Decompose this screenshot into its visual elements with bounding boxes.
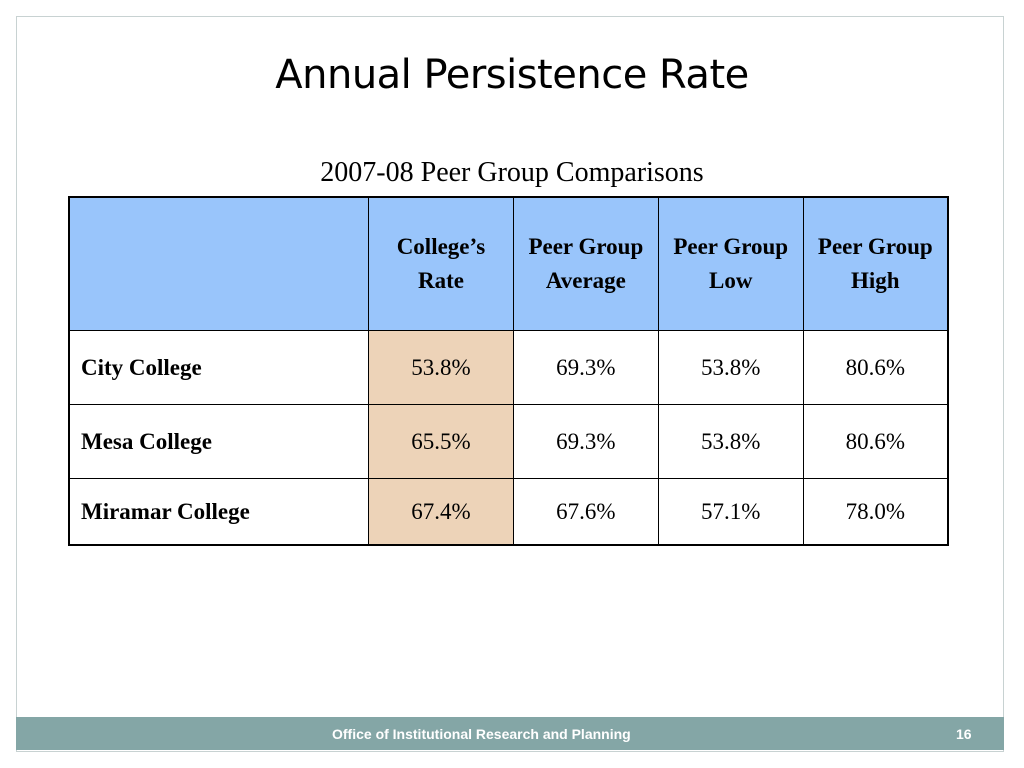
slide-title: Annual Persistence Rate xyxy=(275,52,749,98)
persistence-rate-table: College’s Rate Peer Group Average Peer G… xyxy=(68,196,949,546)
cell-peer-group-average: 69.3% xyxy=(512,330,659,405)
cell-peer-group-low: 53.8% xyxy=(657,404,804,479)
cell-peer-group-low: 57.1% xyxy=(657,478,804,546)
table-row: Mesa College 65.5% 69.3% 53.8% 80.6% xyxy=(68,404,949,479)
row-label-college: City College xyxy=(68,330,370,405)
footer-text: Office of Institutional Research and Pla… xyxy=(332,726,631,742)
cell-peer-group-high: 78.0% xyxy=(802,478,949,546)
cell-peer-group-low: 53.8% xyxy=(657,330,804,405)
cell-peer-group-high: 80.6% xyxy=(802,404,949,479)
cell-college-rate: 53.8% xyxy=(368,330,514,405)
cell-college-rate: 67.4% xyxy=(368,478,514,546)
cell-college-rate: 65.5% xyxy=(368,404,514,479)
cell-peer-group-average: 69.3% xyxy=(512,404,659,479)
header-peer-group-low: Peer Group Low xyxy=(657,196,804,331)
header-blank-cell xyxy=(68,196,370,331)
table-row: City College 53.8% 69.3% 53.8% 80.6% xyxy=(68,330,949,405)
row-label-college: Mesa College xyxy=(68,404,370,479)
page-number: 16 xyxy=(956,726,972,742)
cell-peer-group-average: 67.6% xyxy=(512,478,659,546)
cell-peer-group-high: 80.6% xyxy=(802,330,949,405)
table-header-row: College’s Rate Peer Group Average Peer G… xyxy=(68,196,949,331)
row-label-college: Miramar College xyxy=(68,478,370,546)
slide-subtitle: 2007-08 Peer Group Comparisons xyxy=(320,157,704,188)
table-row: Miramar College 67.4% 67.6% 57.1% 78.0% xyxy=(68,478,949,546)
footer-bar: Office of Institutional Research and Pla… xyxy=(16,717,1004,750)
header-peer-group-average: Peer Group Average xyxy=(512,196,659,331)
header-peer-group-high: Peer Group High xyxy=(802,196,949,331)
header-college-rate: College’s Rate xyxy=(368,196,514,331)
